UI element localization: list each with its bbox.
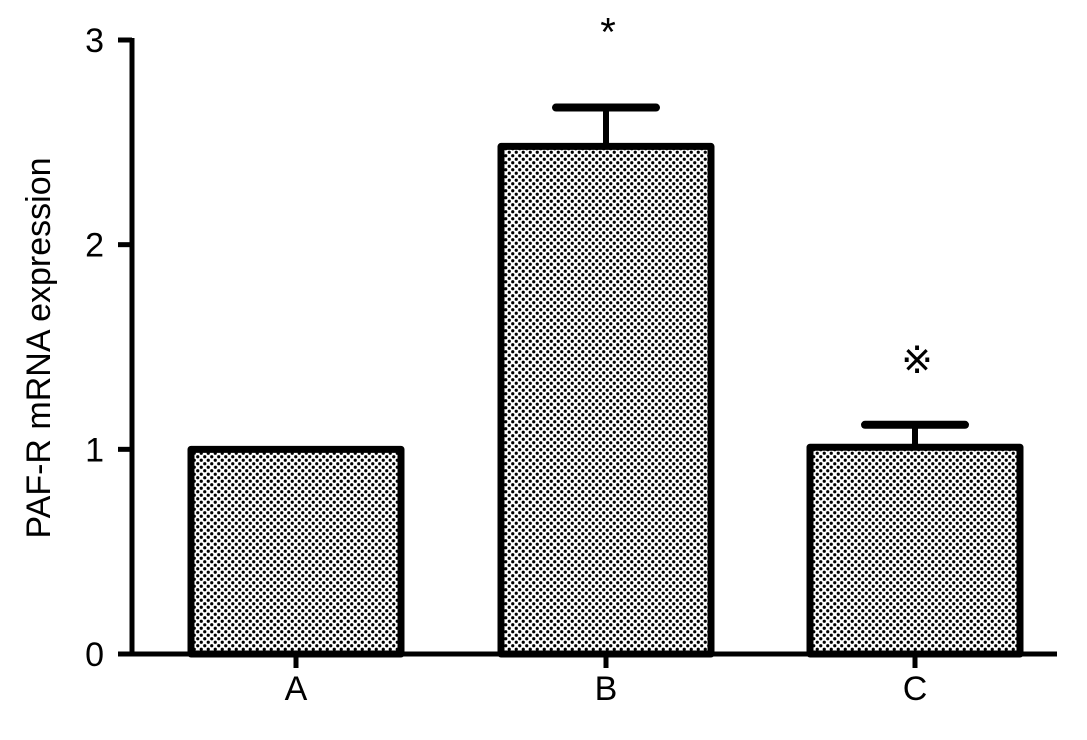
y-tick-label: 2 (85, 227, 104, 265)
x-tick-label: C (903, 670, 928, 708)
bar-A (187, 445, 405, 658)
x-tick-label: B (595, 670, 618, 708)
y-tick-label: 1 (85, 431, 104, 469)
x-tick-label: A (285, 670, 308, 708)
significance-annotation: ※ (901, 340, 933, 382)
y-tick-label: 0 (85, 636, 104, 674)
bar-C (806, 443, 1024, 658)
bar-B (497, 142, 715, 658)
significance-annotation: * (600, 11, 616, 55)
y-axis-label: PAF-R mRNA expression (20, 157, 58, 538)
y-tick-label: 3 (85, 22, 104, 60)
